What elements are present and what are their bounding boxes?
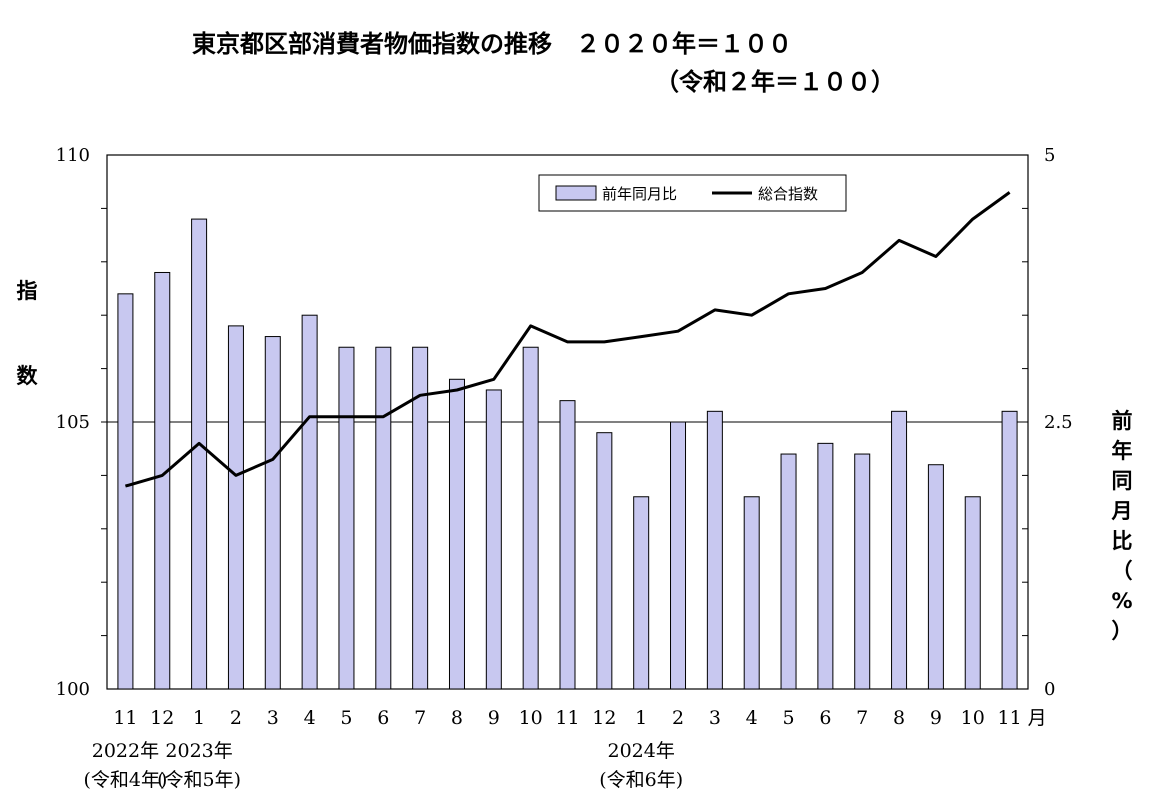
line-series	[124, 191, 1011, 488]
x-tick-11: 10	[519, 707, 543, 729]
bar-11	[522, 346, 539, 690]
bar-14	[633, 496, 650, 690]
legend-bar-swatch	[555, 185, 597, 201]
bar-8	[412, 346, 429, 690]
right-tick-5: 5	[1044, 145, 1055, 166]
x-tick-0: 11	[113, 707, 137, 729]
x-tick-9: 8	[451, 707, 463, 729]
x-tick-13: 12	[592, 707, 616, 729]
bar-series	[117, 218, 1018, 690]
bar-2	[191, 218, 208, 690]
chart-subtitle: （令和２年＝１００）	[655, 68, 895, 96]
bar-21	[891, 410, 908, 690]
era-label-1: (令和5年)	[157, 769, 241, 791]
year-label-2: 2024年	[608, 740, 675, 762]
x-tick-5: 4	[304, 707, 316, 729]
bar-5	[301, 314, 318, 690]
bar-16	[706, 410, 723, 690]
bar-12	[559, 400, 576, 690]
month-unit: 月	[1028, 707, 1047, 729]
bar-7	[375, 346, 392, 690]
bar-3	[227, 325, 244, 690]
x-tick-21: 8	[893, 707, 905, 729]
line-total-index	[124, 191, 1011, 488]
bar-10	[485, 389, 502, 690]
x-tick-22: 9	[930, 707, 942, 729]
year-labels: 2022年 (令和4年) 2023年 (令和5年) 2024年 (令和6年)	[83, 740, 683, 791]
x-tick-7: 6	[377, 707, 389, 729]
legend-line-label: 総合指数	[758, 185, 818, 203]
x-tick-16: 3	[709, 707, 721, 729]
x-tick-15: 2	[672, 707, 684, 729]
x-tick-12: 11	[555, 707, 579, 729]
bar-22	[927, 464, 944, 690]
axes	[101, 207, 1028, 637]
left-tick-110: 110	[56, 145, 90, 166]
x-tick-23: 10	[961, 707, 985, 729]
left-tick-105: 105	[56, 412, 90, 433]
bar-9	[448, 378, 465, 690]
right-tick-2.5: 2.5	[1044, 412, 1073, 433]
x-tick-17: 4	[746, 707, 758, 729]
x-tick-14: 1	[635, 707, 647, 729]
bar-4	[264, 336, 281, 690]
right-tick-0: 0	[1044, 679, 1055, 700]
x-tick-labels: 11 12 1 2 3 4 5 6 7 8 9 10 11 12 1 2 3 4 5 6 7 8 9 10 11	[113, 707, 1021, 729]
bar-19	[817, 442, 834, 690]
era-label-0: (令和4年)	[83, 769, 167, 791]
bar-23	[964, 496, 981, 690]
bar-15	[670, 421, 687, 690]
bar-17	[743, 496, 760, 690]
left-tick-100: 100	[56, 679, 90, 700]
era-label-2: (令和6年)	[599, 769, 683, 791]
bar-6	[338, 346, 355, 690]
x-tick-18: 5	[782, 707, 794, 729]
x-tick-24: 11	[997, 707, 1021, 729]
x-tick-10: 9	[488, 707, 500, 729]
x-tick-3: 2	[230, 707, 242, 729]
bar-20	[854, 453, 871, 690]
bar-13	[596, 432, 613, 690]
bar-24	[1001, 410, 1018, 690]
legend-bar-label: 前年同月比	[602, 185, 677, 203]
x-tick-6: 5	[340, 707, 352, 729]
left-axis-label: 指数	[17, 279, 39, 388]
chart-title: 東京都区部消費者物価指数の推移 ２０２０年＝１００	[192, 30, 792, 58]
x-tick-8: 7	[414, 707, 426, 729]
legend-box	[538, 174, 847, 212]
x-tick-4: 3	[267, 707, 279, 729]
x-tick-2: 1	[193, 707, 205, 729]
bar-1	[154, 271, 171, 690]
legend: 前年同月比 総合指数	[538, 174, 847, 212]
bar-0	[117, 293, 134, 690]
year-label-0: 2022年	[92, 740, 159, 762]
x-tick-20: 7	[856, 707, 868, 729]
year-label-1: 2023年	[165, 740, 232, 762]
x-tick-1: 12	[150, 707, 174, 729]
bar-18	[780, 453, 797, 690]
x-tick-19: 6	[819, 707, 831, 729]
right-axis-label: 前年同月比（%）	[1111, 409, 1133, 643]
